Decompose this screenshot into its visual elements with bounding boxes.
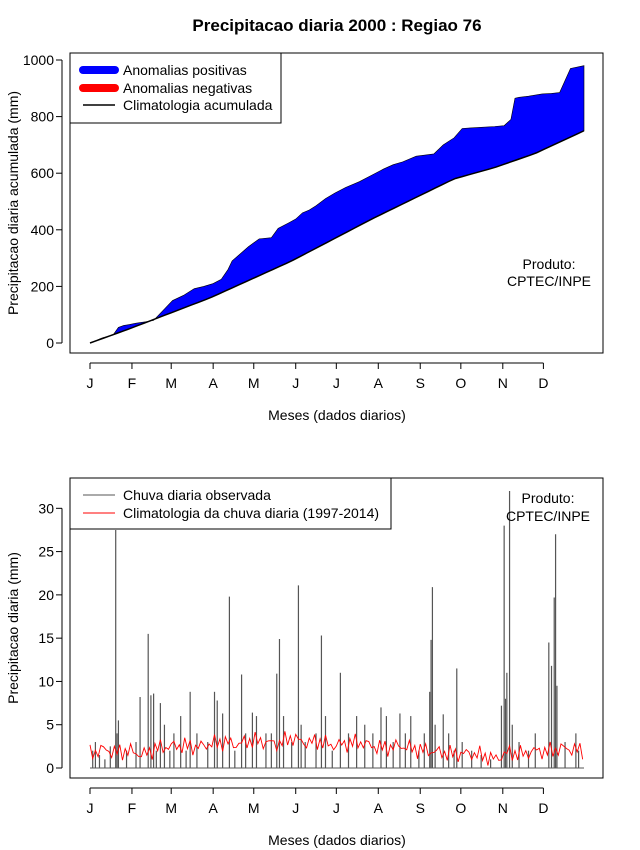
- x-tick-label: A: [208, 375, 218, 391]
- daily-product-source: CPTEC/INPE: [506, 508, 590, 524]
- x-tick-label: A: [374, 800, 384, 816]
- x-tick-label: M: [165, 375, 177, 391]
- x-tick-label: D: [538, 800, 548, 816]
- daily-y-axis: 0 5 10 15 20 25 30: [38, 500, 63, 776]
- x-tick-label: D: [538, 375, 548, 391]
- x-tick-label: N: [498, 800, 508, 816]
- x-tick-label: F: [128, 375, 137, 391]
- x-tick-label: J: [87, 375, 94, 391]
- cumulative-plot-frame: [69, 52, 604, 354]
- y-tick-label: 25: [38, 544, 54, 560]
- y-tick-label: 400: [31, 222, 55, 238]
- daily-legend-box: [69, 477, 392, 530]
- x-tick-label: J: [333, 375, 340, 391]
- x-tick-label: F: [128, 800, 137, 816]
- x-tick-label: J: [292, 375, 299, 391]
- daily-chart: 0 5 10 15 20 25 30 J F M A M J J A S O N D Precipitacao d…: [5, 477, 604, 848]
- x-tick-label: J: [87, 800, 94, 816]
- cumulative-shapes: [89, 65, 585, 344]
- x-tick-label: M: [165, 800, 177, 816]
- legend-daily-climatology-label: Climatologia da chuva diaria (1997-2014): [123, 505, 379, 521]
- legend-negative-label: Anomalias negativas: [123, 80, 252, 96]
- cumulative-product-source: CPTEC/INPE: [507, 273, 591, 289]
- cumulative-x-label: Meses (dados diarios): [268, 407, 406, 423]
- y-tick-label: 30: [38, 500, 54, 516]
- daily-bars: [90, 491, 584, 769]
- x-tick-label: M: [248, 800, 260, 816]
- y-tick-label: 200: [31, 278, 55, 294]
- y-tick-label: 15: [38, 630, 54, 646]
- daily-y-label: Precipitacao diaria (mm): [5, 552, 21, 704]
- y-tick-label: 0: [46, 760, 54, 776]
- y-tick-label: 800: [31, 109, 55, 125]
- y-tick-label: 0: [46, 335, 54, 351]
- cumulative-legend: Anomalias positivas Anomalias negativas …: [69, 52, 282, 124]
- y-tick-label: 20: [38, 587, 54, 603]
- daily-x-label: Meses (dados diarios): [268, 832, 406, 848]
- y-tick-label: 10: [38, 673, 54, 689]
- legend-positive-label: Anomalias positivas: [123, 62, 247, 78]
- cumulative-chart: 0 200 400 600 800 1000 J F M A M J J A S O N D Precipita…: [5, 52, 604, 423]
- x-tick-label: M: [248, 375, 260, 391]
- y-tick-label: 600: [31, 165, 55, 181]
- legend-observed-label: Chuva diaria observada: [123, 487, 271, 503]
- climatology-line: [89, 130, 585, 344]
- x-tick-label: A: [208, 800, 218, 816]
- cumulative-y-label: Precipitacao diaria acumulada (mm): [5, 91, 21, 315]
- figure-title: Precipitacao diaria 2000 : Regiao 76: [192, 16, 481, 35]
- y-tick-label: 1000: [23, 52, 54, 68]
- cumulative-y-axis: 0 200 400 600 800 1000: [23, 52, 63, 351]
- x-tick-label: O: [455, 800, 466, 816]
- legend-climatology-label: Climatologia acumulada: [123, 97, 273, 113]
- daily-climatology: [89, 731, 584, 766]
- x-tick-label: S: [416, 375, 425, 391]
- x-tick-label: O: [455, 375, 466, 391]
- x-tick-label: N: [498, 375, 508, 391]
- x-tick-label: J: [292, 800, 299, 816]
- x-tick-label: J: [333, 800, 340, 816]
- x-tick-label: S: [416, 800, 425, 816]
- y-tick-label: 5: [46, 717, 54, 733]
- daily-product-label: Produto:: [522, 490, 575, 506]
- cumulative-product-label: Produto:: [523, 256, 576, 272]
- daily-legend: Chuva diaria observada Climatologia da c…: [69, 477, 392, 530]
- daily-climatology-line: [89, 731, 584, 766]
- x-tick-label: A: [374, 375, 384, 391]
